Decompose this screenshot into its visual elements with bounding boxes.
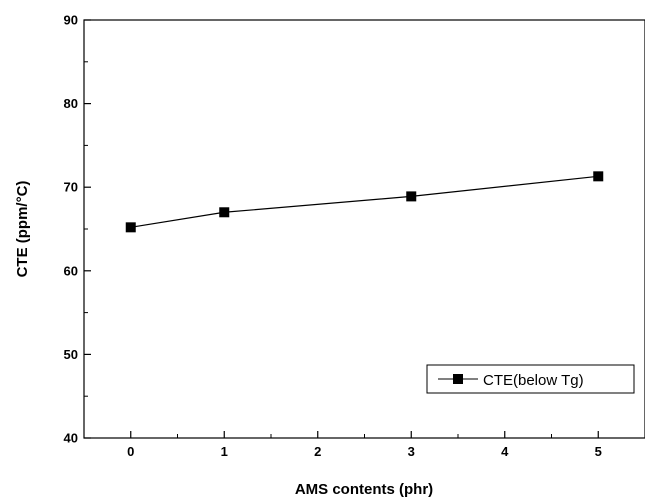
y-tick-label: 60 (64, 263, 78, 278)
x-axis-title: AMS contents (phr) (295, 481, 433, 498)
series-layer (125, 171, 604, 233)
y-tick-label: 90 (64, 13, 78, 28)
legend-marker (453, 374, 463, 384)
data-point-marker (406, 191, 417, 202)
series-line (130, 175, 599, 228)
x-tick-label: 3 (408, 444, 415, 459)
y-tick-label: 70 (64, 180, 78, 195)
legend-label: CTE(below Tg) (483, 372, 584, 389)
x-axis: 0 1 2 3 4 5 (127, 431, 602, 459)
data-point-marker (219, 207, 230, 218)
x-tick-label: 2 (314, 444, 321, 459)
y-axis-title: CTE (ppm/°C) (14, 181, 31, 278)
data-point-marker (593, 171, 604, 182)
y-axis: 40 50 60 70 80 90 (64, 13, 91, 446)
y-tick-label: 80 (64, 96, 78, 111)
x-tick-label: 4 (501, 444, 509, 459)
legend: CTE(below Tg) (426, 364, 635, 394)
x-tick-label: 0 (127, 444, 134, 459)
x-tick-label: 5 (595, 444, 602, 459)
x-tick-label: 1 (221, 444, 228, 459)
data-point-marker (125, 222, 136, 233)
y-tick-label: 50 (64, 347, 78, 362)
y-tick-label: 40 (64, 431, 78, 446)
